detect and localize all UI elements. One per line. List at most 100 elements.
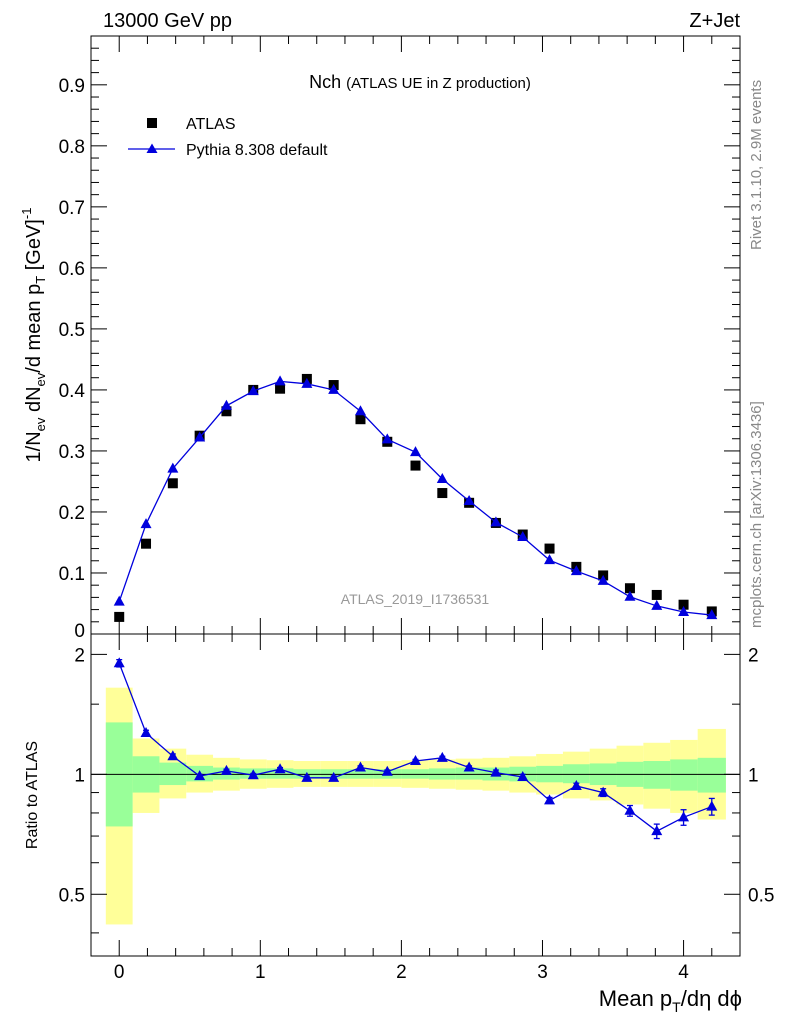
y-tick-label: 0.8 xyxy=(59,137,85,158)
x-tick-label: 3 xyxy=(537,962,548,983)
data-point-pythia xyxy=(247,385,259,396)
data-point-pythia xyxy=(220,399,232,410)
data-point-pythia xyxy=(544,554,556,565)
ratio-y-tick-label: 0.5 xyxy=(59,885,85,906)
band-inner xyxy=(266,768,294,779)
y-tick-label: 0.6 xyxy=(59,259,85,280)
band-inner xyxy=(455,767,483,780)
ratio-point xyxy=(167,750,179,761)
analysis-label: ATLAS_2019_I1736531 xyxy=(341,591,490,607)
mcplots-label: mcplots.cern.ch [arXiv:1306.3436] xyxy=(748,401,765,628)
y-tick-label: 0.2 xyxy=(59,503,85,524)
ratio-point xyxy=(706,800,718,811)
y-tick-label: 0.1 xyxy=(59,564,85,585)
data-point-pythia xyxy=(463,494,475,505)
data-point-pythia xyxy=(517,530,529,541)
ratio-y-tick-label-right: 0.5 xyxy=(748,885,774,906)
ratio-point xyxy=(274,763,286,774)
header-right: Z+Jet xyxy=(689,10,740,32)
data-point-pythia xyxy=(597,574,609,585)
main-data xyxy=(113,373,718,622)
ratio-point xyxy=(597,786,609,797)
ratio-point xyxy=(463,761,475,772)
ratio-point xyxy=(570,779,582,790)
chart-title: Nch (ATLAS UE in Z production) xyxy=(309,72,531,92)
y-tick-label: 0.5 xyxy=(59,320,85,341)
x-tick-label: 0 xyxy=(114,962,125,983)
data-point-atlas xyxy=(355,414,366,425)
band-inner xyxy=(159,762,187,786)
data-point-atlas xyxy=(544,543,555,554)
data-point-atlas xyxy=(141,538,152,549)
data-point-atlas xyxy=(221,406,232,417)
y-tick-label: 0.4 xyxy=(59,381,86,402)
ratio-panel: 0.5 0.5 1 1 2 2 0 1 2 3 4 Ratio to ATLAS xyxy=(24,633,774,983)
data-point-pythia xyxy=(436,473,448,484)
y-tick-label: 0 xyxy=(74,621,85,642)
data-point-pythia xyxy=(354,405,366,416)
ratio-y-tick-label-right: 1 xyxy=(748,765,759,786)
x-tick-label: 2 xyxy=(396,962,407,983)
data-point-pythia xyxy=(328,383,340,394)
main-panel: 0.1 0.2 0.3 0.4 0.5 0.6 0.7 0.8 0.9 0 Nch (ATLAS U… xyxy=(19,35,741,642)
band-inner xyxy=(670,759,698,791)
data-point-pythia xyxy=(140,518,152,529)
ratio-point xyxy=(301,771,313,782)
ratio-point xyxy=(354,761,366,772)
data-point-pythia xyxy=(624,590,636,601)
band-inner xyxy=(643,761,671,789)
data-point-pythia xyxy=(651,599,663,610)
ratio-point xyxy=(436,751,448,762)
y-axis-title: 1/Nev dNev/d mean pT [GeV]-1 xyxy=(19,208,48,463)
data-point-atlas xyxy=(410,460,421,471)
y-tick-label: 0.3 xyxy=(59,442,85,463)
series-line-pythia xyxy=(118,380,712,616)
data-point-pythia xyxy=(301,377,313,388)
ratio-point xyxy=(410,755,421,766)
legend-atlas-marker xyxy=(147,118,157,128)
band-inner xyxy=(562,764,590,784)
data-point-pythia xyxy=(167,462,179,473)
ratio-point xyxy=(247,769,259,780)
data-point-pythia xyxy=(381,433,393,444)
ratio-point xyxy=(651,825,663,836)
ratio-point xyxy=(194,770,206,781)
data-point-atlas xyxy=(275,383,286,394)
ratio-point xyxy=(140,726,152,737)
data-point-atlas xyxy=(167,478,178,489)
data-point-pythia xyxy=(706,609,718,620)
ratio-point xyxy=(544,794,556,805)
data-point-atlas xyxy=(624,583,635,594)
ratio-data xyxy=(113,657,718,840)
ratio-y-tick-label: 2 xyxy=(74,645,85,666)
data-point-pythia xyxy=(678,606,690,617)
ratio-point xyxy=(113,657,125,668)
chart-subtitle: (ATLAS UE in Z production) xyxy=(346,75,531,92)
data-point-pythia xyxy=(490,516,502,527)
x-axis-title: Mean pT/dη dϕ xyxy=(599,986,742,1015)
svg-text:Mean pT/dη dϕ: Mean pT/dη dϕ xyxy=(599,986,742,1015)
band-inner xyxy=(697,757,726,793)
data-point-atlas xyxy=(651,589,662,600)
main-axis-ticks: 0.1 0.2 0.3 0.4 0.5 0.6 0.7 0.8 0.9 0 xyxy=(59,35,741,642)
ratio-y-tick-label: 1 xyxy=(74,765,85,786)
legend-atlas-label: ATLAS xyxy=(186,116,236,133)
x-tick-label: 4 xyxy=(678,962,689,983)
y-tick-label: 0.7 xyxy=(59,198,85,219)
data-point-atlas xyxy=(437,488,448,499)
data-point-pythia xyxy=(113,595,125,606)
ratio-point xyxy=(381,765,393,776)
ratio-point xyxy=(490,766,502,777)
ratio-y-axis-title: Ratio to ATLAS xyxy=(24,741,41,849)
ratio-y-tick-label-right: 2 xyxy=(748,645,759,666)
chart-title-main: Nch xyxy=(309,72,341,92)
rivet-label: Rivet 3.1.10, 2.9M events xyxy=(748,80,765,250)
legend: ATLAS Pythia 8.308 default xyxy=(128,116,328,159)
ratio-point xyxy=(678,811,690,822)
data-point-atlas xyxy=(114,611,125,622)
data-point-pythia xyxy=(274,375,286,386)
data-point-pythia xyxy=(410,446,421,457)
ratio-point xyxy=(328,771,340,782)
legend-pythia-marker xyxy=(146,143,158,153)
